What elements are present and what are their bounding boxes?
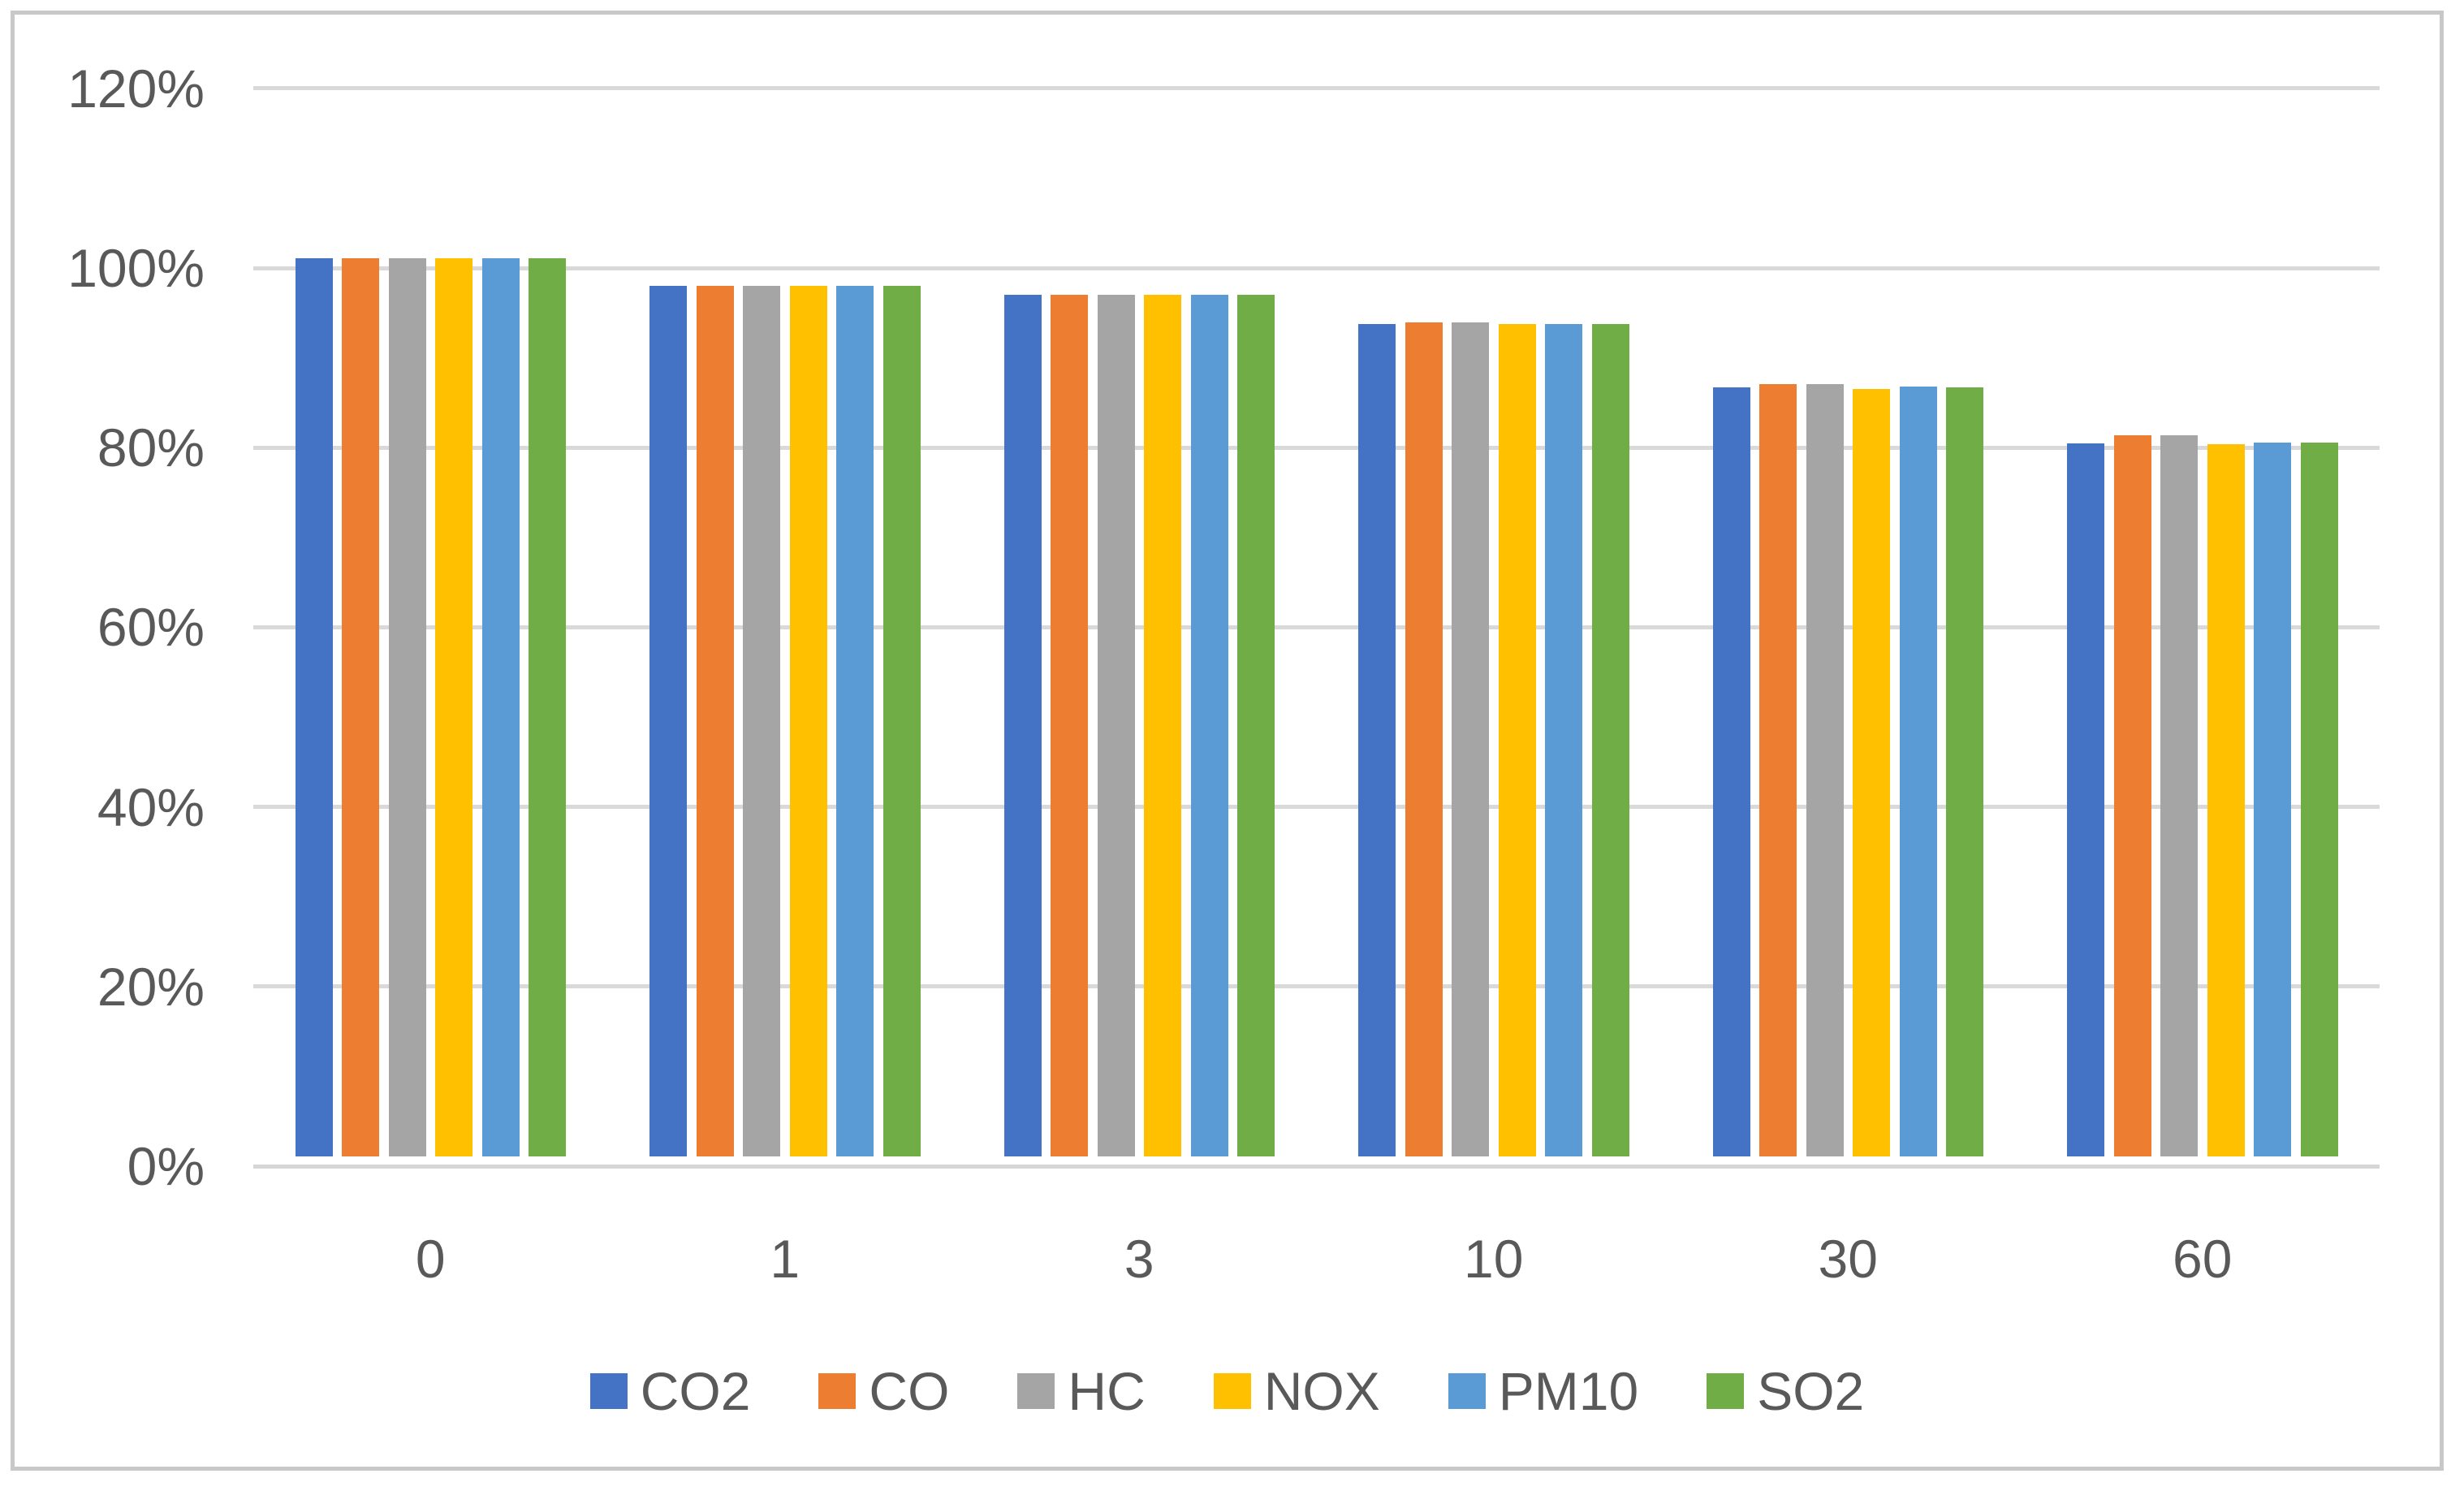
y-axis-tick-label-60%: 60%: [97, 597, 205, 658]
legend-swatch-pm10: [1448, 1373, 1486, 1409]
legend-item-co: CO: [818, 1360, 949, 1422]
bar-co2-60: [2067, 443, 2104, 1156]
legend-item-so2: SO2: [1707, 1360, 1864, 1422]
y-axis-tick-label-40%: 40%: [97, 776, 205, 837]
gridline-120%: [253, 86, 2380, 91]
legend-item-co2: CO2: [589, 1360, 751, 1422]
gridline-100%: [253, 266, 2380, 270]
legend-item-hc: HC: [1017, 1360, 1146, 1422]
bar-co-30: [1759, 383, 1797, 1156]
legend-label-hc: HC: [1068, 1361, 1146, 1421]
legend: CO2 CO HC NOX PM10 SO2: [15, 1355, 2440, 1428]
bar-group-30: [1712, 383, 1983, 1156]
bar-co-3: [1051, 295, 1088, 1156]
bar-so2-0: [529, 258, 566, 1156]
legend-swatch-nox: [1213, 1373, 1251, 1409]
bar-group-10: [1358, 322, 1629, 1156]
bar-co-0: [342, 258, 379, 1156]
legend-swatch-co: [818, 1373, 857, 1409]
bar-hc-3: [1097, 295, 1135, 1156]
bar-pm10-1: [836, 286, 874, 1156]
gridline-80%: [253, 445, 2380, 450]
bar-so2-3: [1237, 295, 1275, 1156]
bar-pm10-10: [1545, 323, 1582, 1156]
legend-label-co: CO: [869, 1361, 950, 1421]
bar-hc-10: [1452, 322, 1489, 1156]
bar-pm10-3: [1190, 295, 1228, 1156]
bar-co2-0: [295, 258, 333, 1156]
bar-nox-3: [1144, 295, 1181, 1156]
bar-nox-60: [2207, 443, 2245, 1156]
x-axis-tick-label-60: 60: [2173, 1229, 2233, 1289]
bar-group-3: [1003, 295, 1275, 1156]
legend-swatch-hc: [1017, 1373, 1055, 1409]
y-axis-tick-label-20%: 20%: [97, 956, 205, 1017]
y-axis-tick-label-120%: 120%: [67, 58, 205, 119]
bar-so2-1: [882, 286, 921, 1156]
legend-item-pm10: PM10: [1448, 1360, 1638, 1422]
chart-frame: 0% 20% 40% 60% 80% 100% 120% 0 1 3 10 30 60 CO2 CO HC NO…: [11, 11, 2444, 1471]
bar-group-60: [2067, 434, 2338, 1156]
legend-swatch-co2: [589, 1373, 628, 1409]
legend-label-nox: NOX: [1263, 1361, 1380, 1421]
bar-so2-60: [2300, 442, 2338, 1156]
x-axis-tick-label-30: 30: [1818, 1229, 1878, 1289]
legend-label-so2: SO2: [1757, 1361, 1865, 1421]
bar-nox-30: [1853, 389, 1890, 1156]
bar-hc-30: [1806, 383, 1844, 1156]
gridline-40%: [253, 805, 2380, 810]
bar-pm10-30: [1899, 387, 1937, 1156]
x-axis-tick-label-1: 1: [770, 1229, 800, 1289]
x-axis-line: [253, 1164, 2380, 1169]
bar-co2-1: [649, 286, 687, 1156]
bar-nox-0: [435, 258, 473, 1156]
bar-group-0: [295, 258, 566, 1156]
bar-co2-10: [1358, 323, 1396, 1156]
bar-hc-1: [743, 286, 780, 1156]
bar-pm10-60: [2254, 442, 2291, 1156]
bar-hc-0: [388, 258, 426, 1156]
y-axis-tick-label-100%: 100%: [67, 238, 205, 298]
bar-so2-30: [1946, 387, 1983, 1156]
bar-so2-10: [1591, 323, 1629, 1156]
legend-item-nox: NOX: [1213, 1360, 1380, 1422]
legend-label-pm10: PM10: [1498, 1361, 1639, 1421]
y-axis-tick-label-80%: 80%: [97, 417, 205, 478]
y-axis-tick-label-0%: 0%: [127, 1136, 205, 1196]
gridline-60%: [253, 624, 2380, 629]
bar-hc-60: [2160, 434, 2198, 1156]
x-axis-tick-label-3: 3: [1124, 1229, 1154, 1289]
bar-nox-1: [789, 286, 827, 1156]
x-axis-tick-label-10: 10: [1464, 1229, 1524, 1289]
legend-swatch-so2: [1707, 1373, 1745, 1409]
bar-co2-3: [1003, 295, 1042, 1156]
bar-pm10-0: [481, 258, 520, 1156]
bar-co2-30: [1712, 387, 1750, 1156]
bar-nox-10: [1498, 323, 1536, 1156]
x-axis-tick-label-0: 0: [415, 1229, 446, 1289]
bar-group-1: [649, 286, 921, 1156]
bar-co-1: [696, 286, 734, 1156]
legend-label-co2: CO2: [640, 1361, 751, 1421]
plot-area: 0% 20% 40% 60% 80% 100% 120% 0 1 3 10 30 60 CO2 CO HC NO…: [15, 15, 2440, 1467]
bar-co-10: [1405, 322, 1443, 1156]
bar-co-60: [2113, 434, 2151, 1156]
gridline-20%: [253, 984, 2380, 989]
